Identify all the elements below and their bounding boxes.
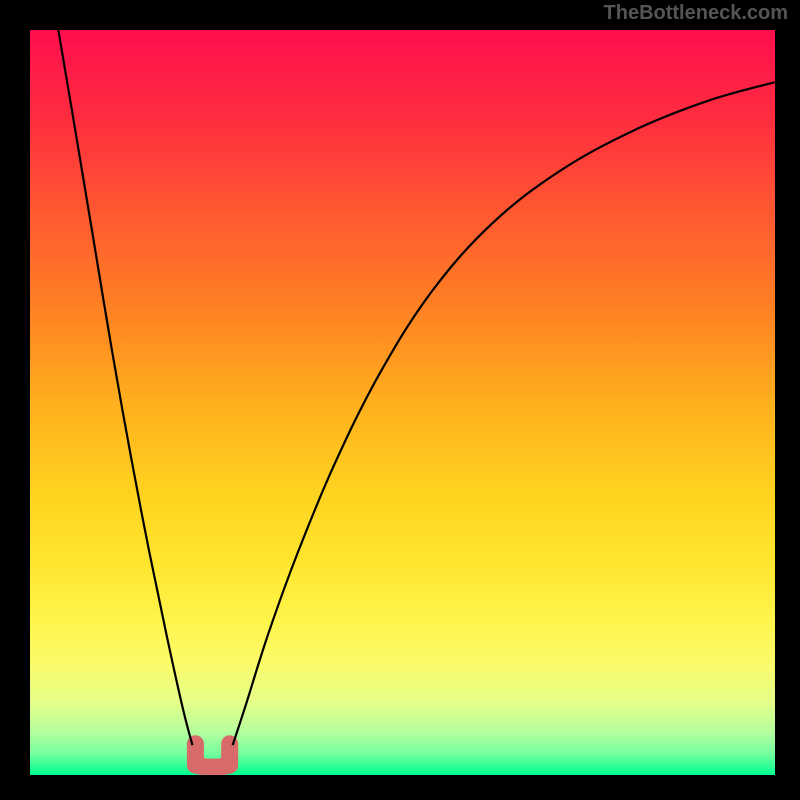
chart-container: TheBottleneck.com bbox=[0, 0, 800, 800]
curve-left-branch bbox=[58, 30, 192, 745]
curve-right-branch bbox=[233, 82, 775, 745]
watermark-text: TheBottleneck.com bbox=[604, 2, 788, 25]
curves-layer bbox=[30, 30, 775, 775]
bottom-u-marker bbox=[195, 744, 229, 767]
plot-area bbox=[30, 30, 775, 775]
